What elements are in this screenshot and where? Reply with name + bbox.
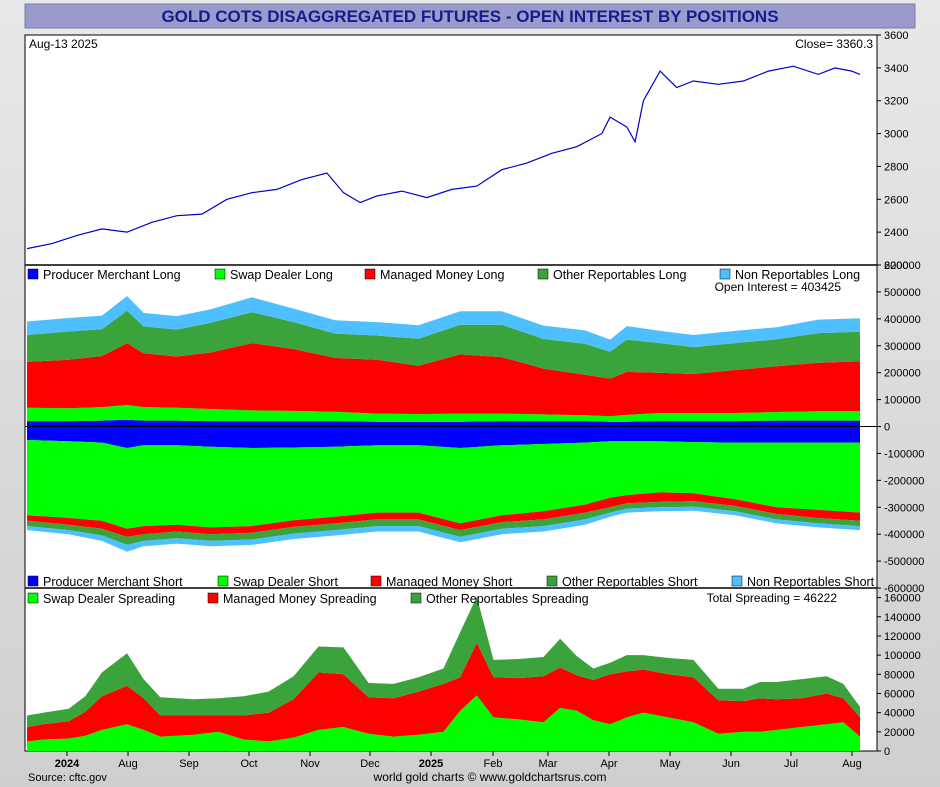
legend-short-label-2: Managed Money Short <box>386 575 513 589</box>
source-label: Source: cftc.gov <box>28 772 107 784</box>
x-tick-label-3: Oct <box>240 758 257 770</box>
price-y-tick-label-1: 2400 <box>884 227 908 239</box>
spread-y-tick-label-0: 0 <box>884 746 890 758</box>
pos-y-tick-label-12: 600000 <box>884 260 921 272</box>
legend-long-label-4: Non Reportables Long <box>735 268 860 282</box>
x-tick-label-6: 2025 <box>419 758 443 770</box>
x-tick-label-13: Aug <box>842 758 862 770</box>
pos-y-tick-label-2: -400000 <box>884 529 924 541</box>
spread-area-2 <box>27 596 860 727</box>
legend-short-swatch-1 <box>217 575 229 587</box>
legend-long-label-1: Swap Dealer Long <box>230 268 333 282</box>
long-area-4 <box>27 296 860 352</box>
pos-y-tick-label-11: 500000 <box>884 287 921 299</box>
legend-long-swatch-2 <box>364 268 376 280</box>
pos-y-tick-label-8: 200000 <box>884 368 921 380</box>
long-area-1 <box>27 405 860 422</box>
chart-title: GOLD COTS DISAGGREGATED FUTURES - OPEN I… <box>161 7 778 26</box>
legend-long-swatch-1 <box>214 268 226 280</box>
pos-y-tick-label-3: -300000 <box>884 502 924 514</box>
spread-area-0 <box>27 695 860 751</box>
spread-y-tick-label-5: 100000 <box>884 650 921 662</box>
price-y-tick-label-0: 2200 <box>884 260 908 272</box>
price-y-tick-label-7: 3600 <box>884 30 908 42</box>
legend-spread-label-1: Managed Money Spreading <box>223 592 377 606</box>
title-bar <box>24 3 916 29</box>
legend-short-swatch-0 <box>27 575 39 587</box>
legend-short-label-0: Producer Merchant Short <box>43 575 183 589</box>
legend-long-swatch-0 <box>27 268 39 280</box>
long-area-3 <box>27 310 860 379</box>
date-label: Aug-13 2025 <box>29 37 98 51</box>
price-y-tick-label-3: 2800 <box>884 161 908 173</box>
long-area-2 <box>27 343 860 417</box>
legend-spread-swatch-1 <box>207 592 219 604</box>
spread-y-tick-label-3: 60000 <box>884 688 915 700</box>
pos-y-tick-label-7: 100000 <box>884 395 921 407</box>
pos-y-tick-label-0: -600000 <box>884 583 924 595</box>
pos-y-tick-label-10: 400000 <box>884 314 921 326</box>
close-label: Close= 3360.3 <box>795 37 873 51</box>
spread-y-tick-label-4: 80000 <box>884 669 915 681</box>
spreading-panel <box>27 596 860 751</box>
legend-long-swatch-4 <box>719 268 731 280</box>
open-interest-label: Open Interest = 403425 <box>715 280 842 294</box>
x-tick-label-2: Sep <box>179 758 199 770</box>
x-tick-label-9: Apr <box>600 758 617 770</box>
pos-y-tick-label-1: -500000 <box>884 556 924 568</box>
long-area-0 <box>27 419 860 427</box>
x-tick-label-10: May <box>660 758 681 770</box>
spread-y-tick-label-1: 20000 <box>884 727 915 739</box>
legend-spread-label-2: Other Reportables Spreading <box>426 592 589 606</box>
legend-short-label-1: Swap Dealer Short <box>233 575 338 589</box>
x-tick-label-4: Nov <box>300 758 320 770</box>
x-tick-label-11: Jun <box>722 758 740 770</box>
short-area-1 <box>27 440 860 529</box>
legend-short-swatch-4 <box>731 575 743 587</box>
x-tick-label-1: Aug <box>118 758 138 770</box>
short-area-0 <box>27 426 860 448</box>
x-tick-label-0: 2024 <box>55 758 80 770</box>
footer-label: world gold charts © www.goldchartsrus.co… <box>373 770 607 784</box>
legend-long-label-2: Managed Money Long <box>380 268 504 282</box>
spread-y-tick-label-2: 40000 <box>884 708 915 720</box>
legend-spread-label-0: Swap Dealer Spreading <box>43 592 175 606</box>
legend-short-swatch-3 <box>546 575 558 587</box>
positions-panel <box>25 296 877 552</box>
x-tick-label-5: Dec <box>360 758 380 770</box>
pos-y-tick-label-6: 0 <box>884 422 890 434</box>
spread-area-1 <box>27 642 860 742</box>
legend-spread-swatch-2 <box>410 592 422 604</box>
legends: Producer Merchant Long Swap Dealer Long Ma… <box>27 268 875 606</box>
legend-short-label-3: Other Reportables Short <box>562 575 698 589</box>
spread-y-tick-label-6: 120000 <box>884 631 921 643</box>
legend-long-swatch-3 <box>537 268 549 280</box>
legend-long-label-3: Other Reportables Long <box>553 268 686 282</box>
x-tick-label-8: Mar <box>539 758 558 770</box>
legend-short-swatch-2 <box>370 575 382 587</box>
price-line <box>26 65 861 250</box>
x-tick-label-7: Feb <box>484 758 503 770</box>
short-area-4 <box>27 506 860 552</box>
legend-short-label-4: Non Reportables Short <box>747 575 875 589</box>
price-y-tick-label-2: 2600 <box>884 194 908 206</box>
pos-y-tick-label-4: -200000 <box>884 475 924 487</box>
price-y-tick-label-4: 3000 <box>884 129 908 141</box>
pos-y-tick-label-5: -100000 <box>884 448 924 460</box>
price-panel <box>26 65 861 250</box>
pos-y-tick-label-9: 300000 <box>884 341 921 353</box>
total-spreading-label: Total Spreading = 46222 <box>707 591 838 605</box>
spread-y-tick-label-8: 160000 <box>884 593 921 605</box>
spread-y-tick-label-7: 140000 <box>884 612 921 624</box>
price-y-tick-label-5: 3200 <box>884 96 908 108</box>
axes: 2200 2400 2600 2800 3000 3200 3400 3600 -600000 -… <box>55 30 925 770</box>
legend-spread-swatch-0 <box>27 592 39 604</box>
legend-long-label-0: Producer Merchant Long <box>43 268 181 282</box>
price-y-tick-label-6: 3400 <box>884 63 908 75</box>
short-area-3 <box>27 501 860 545</box>
x-tick-label-12: Jul <box>784 758 798 770</box>
